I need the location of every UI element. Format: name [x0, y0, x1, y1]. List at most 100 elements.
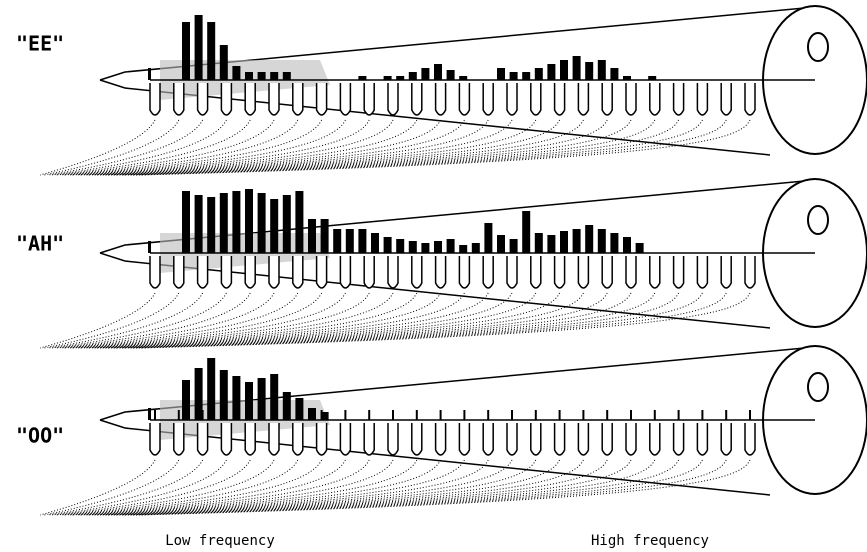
- hair-cell: [292, 423, 304, 456]
- nerve-fiber: [79, 119, 394, 176]
- hair-cell: [292, 83, 304, 116]
- nerve-fiber: [131, 292, 703, 349]
- hair-cell: [315, 83, 328, 116]
- spectrum-bar: [610, 68, 619, 80]
- nerve-fiber: [39, 459, 156, 516]
- nerve-fiber: [119, 459, 632, 516]
- spectrum-bar: [434, 241, 442, 253]
- vowel-label: "EE": [16, 32, 64, 56]
- hair-cell: [244, 83, 256, 116]
- hair-cell: [220, 256, 233, 289]
- spectrum-bar: [282, 195, 291, 253]
- spectrum-bar: [232, 66, 241, 80]
- hair-cell: [411, 256, 423, 289]
- nerve-fiber: [67, 292, 323, 349]
- hair-cell: [149, 83, 161, 116]
- spectrum-bar: [572, 56, 581, 80]
- hair-cell: [220, 423, 233, 456]
- nerve-fiber: [43, 119, 180, 176]
- hair-cell: [339, 83, 352, 116]
- hair-cell: [315, 423, 328, 456]
- nerve-fiber: [139, 459, 751, 516]
- spectrum-bar: [459, 245, 468, 253]
- nerve-fiber: [123, 292, 656, 349]
- nerve-fiber: [123, 459, 656, 516]
- nerve-fiber: [79, 292, 394, 349]
- spectrum-bar: [207, 358, 216, 420]
- hair-cell: [696, 256, 709, 289]
- nerve-fiber: [115, 119, 608, 176]
- hair-cell: [268, 423, 280, 456]
- spectrum-bar: [245, 189, 253, 253]
- nerve-fiber: [107, 292, 561, 349]
- spectrum-bar: [282, 392, 291, 420]
- hair-cell: [173, 256, 185, 289]
- vowel-row: "OO": [16, 345, 867, 516]
- nerve-fiber: [95, 119, 489, 176]
- hair-cell: [744, 423, 756, 456]
- hair-cell-first: [148, 68, 151, 80]
- spectrum-bar: [270, 72, 279, 80]
- nerve-fiber: [55, 292, 251, 349]
- hair-cell: [411, 83, 423, 116]
- vowel-label: "AH": [16, 232, 64, 256]
- spectrum-bar: [408, 241, 417, 253]
- hair-cell: [387, 423, 399, 456]
- hair-cell: [411, 423, 423, 456]
- nerve-fiber: [107, 459, 561, 516]
- spectrum-bar: [522, 211, 531, 253]
- nerve-fiber: [87, 459, 442, 516]
- spectrum-bar: [509, 239, 518, 253]
- spectrum-bar: [585, 62, 594, 80]
- hair-cell: [625, 83, 637, 116]
- spectrum-bar: [623, 76, 631, 80]
- nerve-fiber: [47, 119, 204, 176]
- nerve-fiber: [119, 119, 632, 176]
- spectrum-bar: [547, 235, 556, 253]
- vowel-row: "EE": [16, 5, 867, 176]
- spectrum-bar: [497, 235, 505, 253]
- hair-cell: [173, 83, 185, 116]
- spectrum-bar: [484, 223, 493, 253]
- nerve-fiber: [119, 292, 632, 349]
- nerve-fiber: [131, 459, 703, 516]
- hair-cell: [387, 83, 399, 116]
- hair-cell: [672, 256, 685, 289]
- hair-cell: [196, 256, 209, 289]
- hair-cell: [672, 423, 685, 456]
- hair-cell: [363, 256, 375, 289]
- hair-cell: [339, 256, 352, 289]
- nerve-fiber: [43, 459, 180, 516]
- spectrum-bar: [547, 64, 556, 80]
- hair-cell: [506, 83, 518, 116]
- nerve-fiber: [59, 119, 275, 176]
- hair-cell: [363, 423, 375, 456]
- spectrum-bar: [270, 374, 279, 420]
- hair-cell: [244, 423, 256, 456]
- hair-cell: [339, 423, 352, 456]
- nerve-fiber: [67, 459, 323, 516]
- spectrum-bar: [257, 72, 266, 80]
- nerve-fiber: [103, 459, 537, 516]
- nerve-fiber: [123, 119, 656, 176]
- spectrum-bar: [522, 72, 531, 80]
- spectrum-bar: [257, 378, 266, 420]
- spectrum-bar: [194, 15, 203, 80]
- nerve-fiber: [115, 459, 608, 516]
- hair-cell: [196, 83, 209, 116]
- hair-cell: [530, 83, 542, 116]
- nerve-fiber: [43, 292, 180, 349]
- hair-cell: [244, 256, 256, 289]
- nerve-fiber: [55, 459, 251, 516]
- spectrum-bar: [383, 76, 392, 80]
- nerve-fiber: [63, 119, 299, 176]
- spectrum-bar: [408, 72, 417, 80]
- cochlea-cone: [99, 6, 816, 156]
- spectrum-bar: [560, 60, 568, 80]
- spectrum-bar: [635, 243, 644, 253]
- nerve-fiber: [91, 119, 465, 176]
- spectrum-bar: [358, 76, 367, 80]
- nerve-fiber: [55, 119, 251, 176]
- nerve-fiber: [139, 292, 751, 349]
